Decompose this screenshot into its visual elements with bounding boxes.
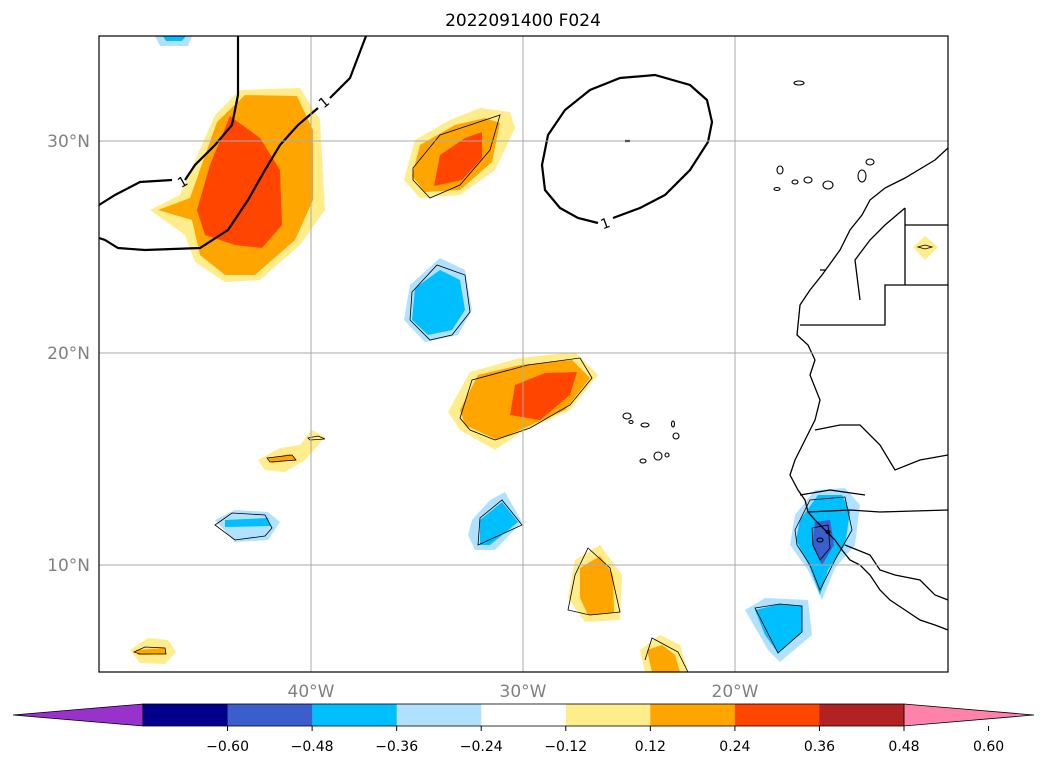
figure-title: 2022091400 F024 [445, 11, 601, 31]
positive-anomaly-area [434, 132, 482, 186]
colorbar-tick-label: −0.60 [206, 739, 249, 755]
contour-line-1 [540, 73, 714, 225]
island [670, 420, 676, 428]
colorbar-extend-low [12, 703, 144, 727]
colorbar-cell [481, 704, 567, 726]
negative-anomaly-area [755, 604, 802, 653]
colorbar-cell [396, 704, 482, 726]
africa-coastline [789, 147, 948, 631]
island [639, 458, 647, 464]
colorbar-frame [142, 703, 905, 727]
colorbar-cell [650, 704, 736, 726]
contour-line-1 [99, 178, 173, 206]
island [857, 169, 867, 183]
island [803, 176, 813, 184]
thin-contour-line [811, 524, 831, 561]
island [791, 179, 799, 185]
islands [622, 80, 875, 543]
thin-contour-line [754, 603, 803, 654]
colorbar-cell [565, 704, 651, 726]
island [865, 158, 875, 166]
colorbar-tick-label: −0.12 [544, 739, 587, 755]
colorbar-tick-label: 0.12 [635, 739, 666, 755]
positive-anomaly-area [510, 372, 577, 420]
island [653, 451, 663, 461]
positive-anomaly-area [197, 116, 282, 248]
contour-line-1 [99, 107, 319, 252]
thin-contour-line [794, 496, 853, 591]
island [816, 537, 824, 543]
thin-contour-line [307, 435, 326, 441]
contour-line-1 [184, 36, 240, 181]
contour-line-1 [329, 36, 368, 99]
lat-label-30n: 30°N [47, 132, 90, 152]
map-frame [98, 35, 949, 673]
country-border [800, 208, 948, 326]
thin-contour-line [266, 454, 297, 463]
thin-contour-line [409, 264, 471, 341]
island [640, 422, 650, 428]
map-area: 1 1 1 [99, 36, 948, 672]
negative-anomaly-area [480, 502, 518, 545]
lat-label-10n: 10°N [47, 556, 90, 576]
island [664, 452, 670, 458]
colorbar-tick-label: −0.24 [460, 739, 503, 755]
thin-contour-line [916, 244, 934, 250]
colorbar-cell [312, 704, 398, 726]
lon-axis-labels: 40°W 30°W 20°W [288, 682, 759, 702]
country-border [799, 424, 948, 601]
gridlines [99, 36, 948, 672]
thin-contour-line [477, 499, 523, 546]
lat-axis-labels: 30°N 20°N 10°N [47, 132, 90, 576]
colorbar-tick-label: −0.36 [375, 739, 418, 755]
thin-contour-line [132, 646, 167, 655]
positive-anomaly-area [580, 556, 614, 615]
thin-contour-line [567, 547, 621, 616]
negative-anomaly-area [163, 36, 186, 41]
lat-label-20n: 20°N [47, 344, 90, 364]
colorbar-cell [143, 704, 229, 726]
colorbar-tick-label: −0.48 [291, 739, 334, 755]
thin-contour-line [214, 512, 273, 541]
lon-label-30w: 30°W [500, 682, 547, 702]
lon-label-40w: 40°W [288, 682, 335, 702]
thin-contour-line [412, 114, 501, 199]
thin-contour-line [644, 637, 689, 672]
colorbar-tick-label: 0.24 [719, 739, 750, 755]
country-border [820, 207, 906, 301]
colorbar-tick-label: 0.36 [804, 739, 835, 755]
lon-label-20w: 20°W [712, 682, 759, 702]
island [776, 165, 784, 175]
colorbar-extend-high [903, 703, 1035, 727]
negative-anomaly-area [225, 518, 270, 527]
island [793, 80, 805, 86]
coastlines [789, 147, 948, 631]
colorbar-cell [227, 704, 313, 726]
negative-anomaly-area [412, 270, 465, 335]
island [825, 529, 831, 535]
colorbar-tick-label: 0.60 [973, 739, 1004, 755]
island [773, 186, 781, 192]
thin-contour-line [459, 357, 593, 441]
colorbar-cell [819, 704, 905, 726]
positive-anomaly-area [136, 648, 166, 655]
island [672, 432, 680, 440]
colorbar-cell [734, 704, 820, 726]
thick-contours [99, 36, 714, 252]
island [622, 412, 632, 420]
colorbar: −0.60 −0.48 −0.36 −0.24 −0.12 0.12 0.24 0.36 0.4… [12, 703, 1035, 755]
island [822, 180, 834, 190]
shaded-field [130, 36, 938, 672]
island [628, 419, 634, 425]
colorbar-tick-label: 0.48 [888, 739, 919, 755]
contour-label: 1 [599, 215, 613, 233]
positive-anomaly-area [913, 236, 938, 260]
positive-anomaly-area [647, 645, 680, 672]
thin-contours [132, 114, 934, 672]
